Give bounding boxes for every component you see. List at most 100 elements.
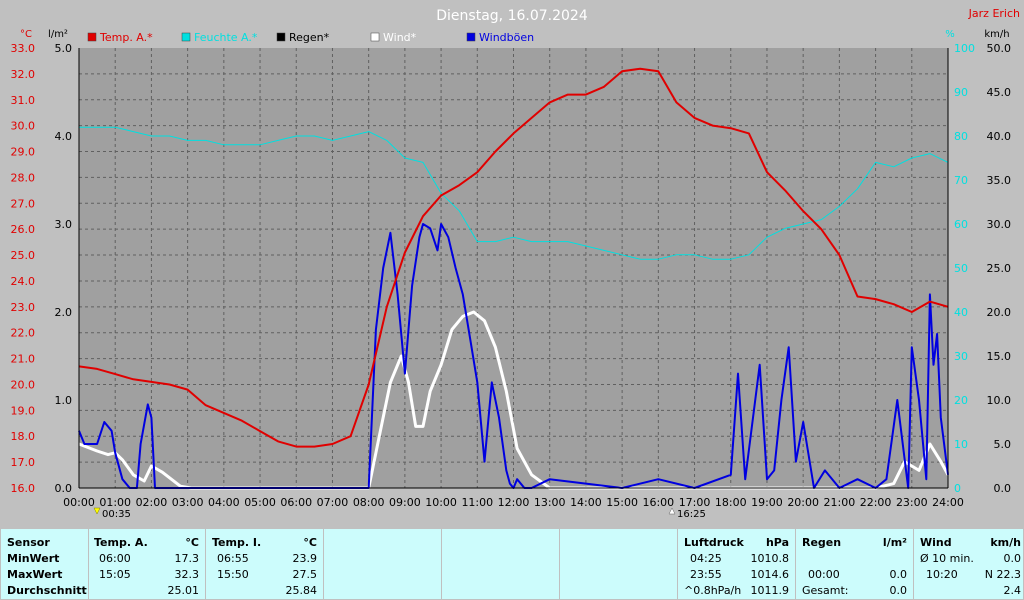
humidity-tick-label: 90 (954, 86, 968, 99)
time-tick-label: 06:00 (280, 496, 312, 509)
time-tick-label: 12:00 (498, 496, 530, 509)
legend: Temp. A.* Feuchte A.* Regen* Wind* Windböen (87, 31, 534, 44)
rain-unit-label: l/m² (48, 29, 68, 40)
wind-column: Wind km/h Ø 10 min. 0.0 10:20 N 22.3 2.4 (914, 529, 1023, 599)
wind-avg10-value: 0.0 (1003, 552, 1022, 565)
wind-tick-label: 0.0 (994, 482, 1012, 495)
humidity-tick-label: 40 (954, 306, 968, 319)
time-tick-label: 17:00 (679, 496, 711, 509)
time-tick-label: 04:00 (208, 496, 240, 509)
time-tick-label: 01:00 (99, 496, 131, 509)
rain-tick-label: 4.0 (55, 130, 73, 143)
weather-chart: Dienstag, 16.07.2024 Jarz Erich °C l/m² … (10, 7, 1021, 520)
wind-tick-label: 15.0 (987, 350, 1012, 363)
temperature-tick-label: 23.0 (11, 301, 36, 314)
rain-tick-label: 1.0 (55, 394, 73, 407)
wind-tick-label: 30.0 (987, 218, 1012, 231)
wind-tick-label: 40.0 (987, 130, 1012, 143)
time-tick-label: 13:00 (534, 496, 566, 509)
temperature-tick-label: 29.0 (11, 146, 36, 159)
legend-swatch (466, 32, 476, 42)
temp-unit-label: °C (20, 29, 32, 40)
temperature-tick-label: 32.0 (11, 68, 36, 81)
time-tick-label: 02:00 (136, 496, 168, 509)
temperature-tick-label: 25.0 (11, 249, 36, 262)
temp-a-avg-value: 25.01 (167, 584, 200, 597)
wind-tick-label: 50.0 (987, 42, 1012, 55)
humidity-unit-label: % (945, 29, 955, 40)
legend-swatch (276, 32, 286, 42)
wind-avg-value: 2.4 (1003, 584, 1022, 597)
temp-a-min-time: 06:00 (99, 552, 131, 565)
sensor-column: Sensor MinWert MaxWert Durchschnitt (1, 529, 88, 599)
wind-tick-label: 25.0 (987, 262, 1012, 275)
legend-swatch (87, 32, 97, 42)
row-label-avg: Durchschnitt (7, 584, 87, 597)
time-tick-label: 10:00 (425, 496, 457, 509)
temperature-tick-label: 26.0 (11, 223, 36, 236)
time-tick-label: 16:00 (642, 496, 674, 509)
min-marker-time: 00:35 (102, 509, 131, 520)
humidity-tick-label: 20 (954, 394, 968, 407)
row-label-max: MaxWert (7, 568, 63, 581)
max-time-marker: 16:25 (668, 507, 706, 520)
time-tick-label: 20:00 (787, 496, 819, 509)
temperature-tick-label: 17.0 (11, 456, 36, 469)
rain-total-label: Gesamt: (802, 584, 849, 597)
humidity-tick-label: 50 (954, 262, 968, 275)
temp-i-column: Temp. I. °C 06:55 23.9 15:50 27.5 25.84 (206, 529, 323, 599)
temp-a-unit: °C (185, 536, 199, 549)
time-tick-label: 24:00 (932, 496, 964, 509)
temp-i-max-value: 27.5 (292, 568, 318, 581)
wind-tick-label: 35.0 (987, 174, 1012, 187)
time-tick-label: 00:00 (63, 496, 95, 509)
time-tick-label: 14:00 (570, 496, 602, 509)
pressure-min-time: 04:25 (690, 552, 722, 565)
temperature-tick-label: 22.0 (11, 327, 36, 340)
humidity-tick-label: 10 (954, 438, 968, 451)
temperature-tick-label: 21.0 (11, 353, 36, 366)
legend-label: Regen* (289, 31, 330, 44)
time-tick-label: 15:00 (606, 496, 638, 509)
min-time-marker: 00:35 (93, 507, 131, 520)
legend-label: Wind* (383, 31, 417, 44)
rain-tick-label: 0.0 (55, 482, 73, 495)
wind-tick-label: 10.0 (987, 394, 1012, 407)
statistics-table: Sensor MinWert MaxWert Durchschnitt Temp… (0, 528, 1024, 600)
rain-max-time: 00:00 (808, 568, 840, 581)
temp-i-min-time: 06:55 (217, 552, 249, 565)
pressure-column: Luftdruck hPa 04:25 1010.8 23:55 1014.6 … (678, 529, 795, 599)
time-tick-label: 11:00 (461, 496, 493, 509)
wind-max-value: N 22.3 (984, 568, 1021, 581)
grid (79, 48, 948, 488)
series-line-windböen (78, 223, 949, 489)
pressure-unit: hPa (765, 536, 789, 549)
time-tick-label: 07:00 (317, 496, 349, 509)
author-label: Jarz Erich (968, 7, 1020, 20)
time-tick-label: 09:00 (389, 496, 421, 509)
temp-a-header: Temp. A. (94, 536, 148, 549)
temperature-tick-label: 24.0 (11, 275, 36, 288)
wind-header: Wind (920, 536, 952, 549)
time-tick-label: 21:00 (824, 496, 856, 509)
time-tick-label: 18:00 (715, 496, 747, 509)
temp-i-max-time: 15:50 (217, 568, 249, 581)
legend-label: Temp. A.* (99, 31, 153, 44)
temp-i-header: Temp. I. (212, 536, 262, 549)
temperature-tick-label: 31.0 (11, 94, 36, 107)
pressure-trend: ^0.8hPa/h (684, 584, 742, 597)
rain-max-value: 0.0 (889, 568, 908, 581)
temp-a-max-value: 32.3 (174, 568, 200, 581)
min-marker-icon (93, 507, 101, 515)
row-label-min: MinWert (7, 552, 60, 565)
temperature-tick-label: 18.0 (11, 430, 36, 443)
temp-i-unit: °C (303, 536, 317, 549)
wind-tick-label: 20.0 (987, 306, 1012, 319)
pressure-min-value: 1010.8 (750, 552, 790, 565)
sensor-header: Sensor (7, 536, 50, 549)
temperature-tick-label: 28.0 (11, 171, 36, 184)
pressure-max-time: 23:55 (690, 568, 722, 581)
max-marker-icon (668, 507, 676, 515)
temperature-tick-label: 27.0 (11, 197, 36, 210)
wind-unit-label: km/h (984, 29, 1009, 40)
